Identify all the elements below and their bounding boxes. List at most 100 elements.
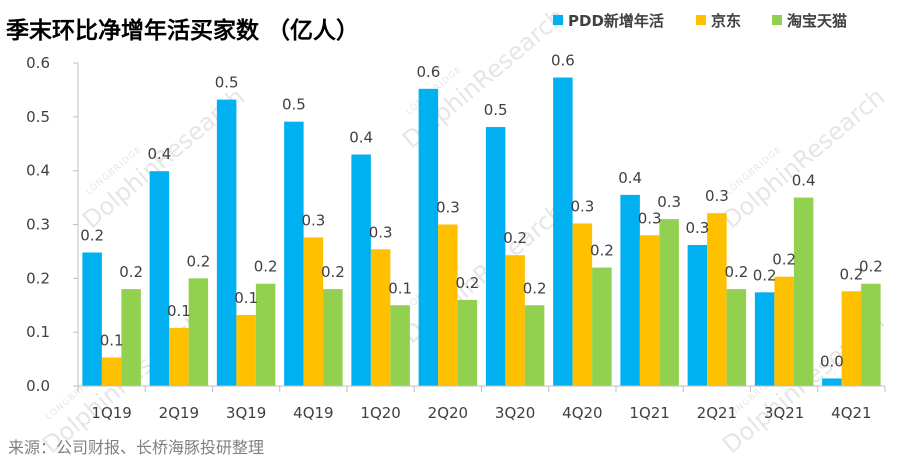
data-label: 0.2 — [455, 274, 479, 292]
x-tick-label: 1Q21 — [629, 404, 669, 422]
data-label: 0.2 — [503, 229, 527, 247]
bar — [707, 213, 727, 386]
bar — [438, 224, 458, 386]
bar — [754, 292, 775, 386]
data-label: 0.2 — [859, 258, 883, 276]
bar — [121, 289, 141, 386]
data-label: 0.2 — [254, 258, 278, 276]
data-label: 0.3 — [657, 193, 681, 211]
bar — [505, 255, 525, 386]
bar — [524, 305, 545, 386]
y-tick-label: 0.2 — [26, 269, 50, 287]
data-label: 0.1 — [167, 302, 191, 320]
bar — [861, 283, 881, 386]
bar — [149, 171, 170, 386]
bar — [620, 194, 640, 386]
y-axis: 0.0 0.1 0.2 0.3 0.4 0.5 0.6 — [26, 54, 79, 395]
x-tick-label: 3Q21 — [764, 404, 804, 422]
data-label: 0.3 — [301, 211, 325, 229]
bar — [303, 237, 324, 386]
data-label: 0.4 — [792, 172, 816, 190]
data-label: 0.2 — [523, 279, 547, 297]
bar — [236, 314, 256, 386]
bar — [659, 219, 679, 386]
bar — [639, 235, 660, 386]
bar — [101, 357, 122, 386]
data-label: 0.4 — [147, 145, 171, 163]
legend: PDD新增年活 京东 淘宝天猫 — [553, 12, 847, 30]
bar — [418, 88, 439, 386]
x-tick-label: 1Q19 — [91, 404, 131, 422]
bar — [82, 252, 102, 386]
data-label: 0.3 — [638, 209, 662, 227]
data-label: 0.2 — [119, 263, 143, 281]
x-tick-label: 4Q20 — [562, 404, 602, 422]
source-note: 来源：公司财报、长桥海豚投研整理 — [8, 438, 264, 457]
data-label: 0.2 — [839, 265, 863, 283]
bar — [553, 77, 573, 386]
y-tick-label: 0.1 — [26, 323, 50, 341]
data-label: 0.3 — [685, 219, 709, 237]
y-tick-label: 0.0 — [26, 377, 50, 395]
x-tick-label: 2Q21 — [697, 404, 737, 422]
bar — [390, 305, 410, 386]
y-tick-label: 0.5 — [26, 108, 50, 126]
y-tick-label: 0.6 — [26, 54, 50, 72]
x-tick-label: 2Q19 — [159, 404, 199, 422]
bar — [774, 276, 794, 386]
data-labels-layer: 0.2 0.1 0.2 0.4 0.1 0.2 0.5 0.1 0.2 0.5 0.3 0.2 0.4 0… — [80, 52, 883, 371]
legend-swatch — [696, 15, 706, 25]
bar — [841, 291, 862, 386]
legend-label: 淘宝天猫 — [786, 12, 847, 30]
data-label: 0.2 — [772, 251, 796, 269]
bar — [323, 289, 343, 386]
data-label: 0.1 — [100, 331, 124, 349]
x-axis: 1Q19 2Q19 3Q19 4Q19 1Q20 2Q20 3Q20 4Q20 1Q21 2Q21… — [77, 385, 886, 422]
x-tick-label: 4Q21 — [831, 404, 871, 422]
data-label: 0.2 — [80, 226, 104, 244]
bar — [687, 244, 708, 386]
x-tick-label: 2Q20 — [428, 404, 468, 422]
bar — [284, 121, 304, 386]
x-tick-label: 3Q20 — [495, 404, 535, 422]
data-label: 0.2 — [321, 263, 345, 281]
y-tick-label: 0.3 — [26, 216, 50, 234]
data-label: 0.3 — [436, 199, 460, 217]
x-tick-label: 4Q19 — [293, 404, 333, 422]
bar — [370, 249, 391, 386]
x-tick-label: 3Q19 — [226, 404, 266, 422]
bar — [793, 197, 814, 386]
data-label: 0.1 — [234, 289, 258, 307]
legend-swatch — [553, 15, 563, 25]
bar — [255, 283, 276, 386]
legend-label: 京东 — [711, 12, 741, 30]
data-label: 0.5 — [215, 74, 239, 92]
bar — [726, 289, 747, 386]
data-label: 0.3 — [369, 223, 393, 241]
bar — [592, 267, 612, 386]
bar — [485, 127, 506, 386]
legend-swatch — [772, 15, 782, 25]
legend-label: PDD新增年活 — [568, 12, 664, 30]
data-label: 0.4 — [618, 169, 642, 187]
data-label: 0.2 — [590, 242, 614, 260]
data-label: 0.3 — [570, 197, 594, 215]
bar — [822, 378, 842, 386]
bar — [188, 278, 209, 386]
chart-title: 季末环比净增年活买家数 （亿人） — [6, 17, 359, 44]
data-label: 0.4 — [349, 129, 373, 147]
data-label: 0.6 — [416, 63, 440, 81]
x-tick-label: 1Q20 — [360, 404, 400, 422]
bar — [572, 223, 593, 386]
y-tick-label: 0.4 — [26, 162, 50, 180]
bar — [216, 99, 237, 387]
bar — [351, 154, 371, 386]
data-label: 0.1 — [388, 279, 412, 297]
data-label: 0.5 — [484, 101, 508, 119]
data-label: 0.2 — [724, 263, 748, 281]
bars-layer — [82, 77, 881, 387]
data-label: 0.5 — [282, 96, 306, 114]
bar — [457, 299, 478, 386]
data-label: 0.3 — [705, 187, 729, 205]
